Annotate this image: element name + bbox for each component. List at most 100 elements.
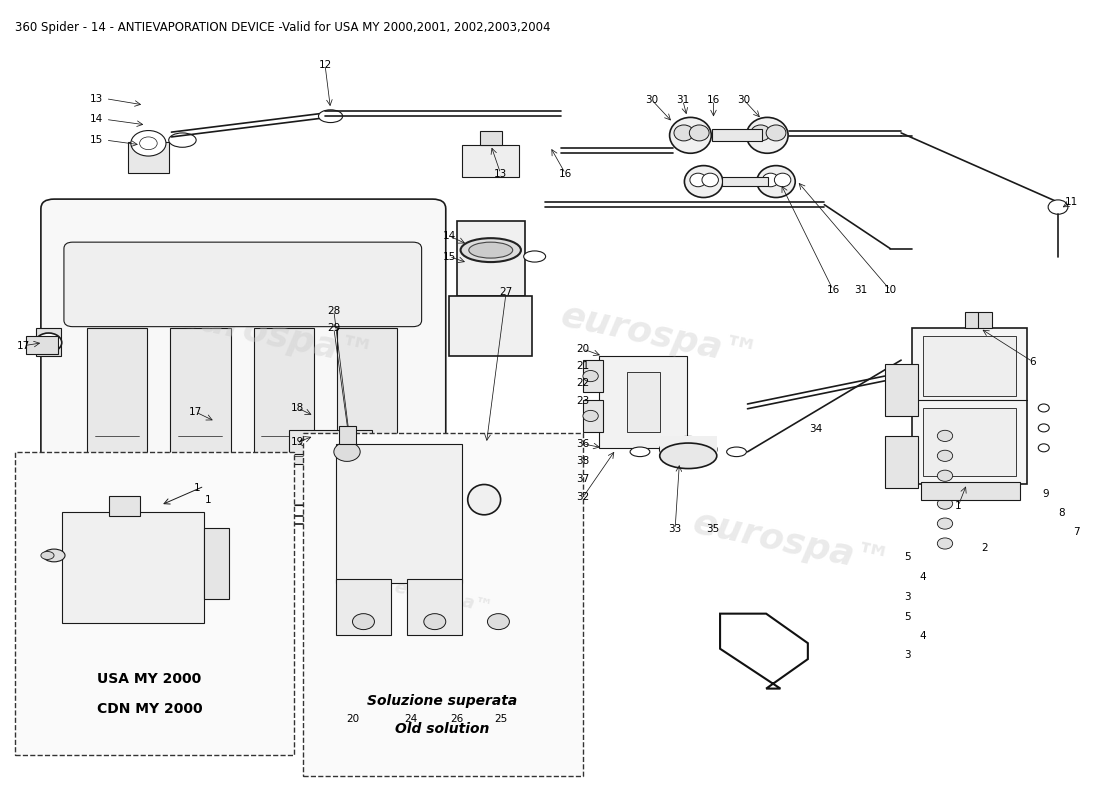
Text: 30: 30 xyxy=(738,95,751,106)
Ellipse shape xyxy=(324,438,337,446)
Text: 12: 12 xyxy=(318,60,332,70)
Circle shape xyxy=(583,370,598,382)
Bar xyxy=(407,579,462,635)
Text: 33: 33 xyxy=(669,524,682,534)
Ellipse shape xyxy=(630,447,650,457)
Text: Old solution: Old solution xyxy=(395,722,490,736)
FancyBboxPatch shape xyxy=(41,199,446,506)
Bar xyxy=(337,328,397,464)
Text: 19: 19 xyxy=(292,438,305,447)
Text: 8: 8 xyxy=(1058,508,1065,518)
Text: 15: 15 xyxy=(90,135,103,145)
Ellipse shape xyxy=(767,125,785,141)
Ellipse shape xyxy=(751,125,770,141)
Text: 7: 7 xyxy=(1074,527,1080,538)
Circle shape xyxy=(206,498,228,514)
Text: eurospa™: eurospa™ xyxy=(393,579,494,618)
Text: 28: 28 xyxy=(327,306,341,316)
Ellipse shape xyxy=(727,447,747,457)
Text: 31: 31 xyxy=(676,95,690,106)
Ellipse shape xyxy=(1038,424,1049,432)
Bar xyxy=(600,356,688,448)
Ellipse shape xyxy=(461,238,521,262)
Circle shape xyxy=(937,518,953,529)
Text: 16: 16 xyxy=(559,169,572,178)
Ellipse shape xyxy=(684,166,723,198)
FancyBboxPatch shape xyxy=(64,242,421,326)
Bar xyxy=(660,436,717,456)
Bar xyxy=(627,372,660,432)
Text: 32: 32 xyxy=(576,492,590,502)
Text: 5: 5 xyxy=(904,552,911,562)
Text: 38: 38 xyxy=(576,456,590,466)
Text: 30: 30 xyxy=(646,95,659,106)
Bar xyxy=(462,145,519,177)
Text: 13: 13 xyxy=(90,94,103,104)
Ellipse shape xyxy=(348,438,361,446)
Bar xyxy=(713,129,762,141)
Circle shape xyxy=(937,450,953,462)
Ellipse shape xyxy=(674,125,694,141)
Ellipse shape xyxy=(43,549,65,562)
Text: 10: 10 xyxy=(883,285,896,295)
Ellipse shape xyxy=(41,551,54,559)
Circle shape xyxy=(140,137,157,150)
Bar xyxy=(923,408,1016,476)
Ellipse shape xyxy=(762,173,779,186)
Circle shape xyxy=(937,498,953,510)
Text: 9: 9 xyxy=(1043,489,1049,499)
Circle shape xyxy=(333,442,360,462)
Text: 15: 15 xyxy=(442,251,455,262)
Bar xyxy=(87,328,147,464)
Text: 25: 25 xyxy=(494,714,507,724)
Text: 14: 14 xyxy=(442,230,455,241)
Bar xyxy=(36,328,60,356)
Circle shape xyxy=(35,333,62,352)
Text: 17: 17 xyxy=(189,407,202,417)
Bar xyxy=(583,400,603,432)
Text: 1: 1 xyxy=(194,482,200,493)
Bar xyxy=(339,426,355,444)
Circle shape xyxy=(487,614,509,630)
Text: 31: 31 xyxy=(854,285,867,295)
Text: 2: 2 xyxy=(981,543,988,554)
Text: Soluzione superata: Soluzione superata xyxy=(367,694,518,707)
Bar xyxy=(289,430,372,454)
Text: 17: 17 xyxy=(16,341,30,350)
Text: 360 Spider - 14 - ANTIEVAPORATION DEVICE -Valid for USA MY 2000,2001, 2002,2003,: 360 Spider - 14 - ANTIEVAPORATION DEVICE… xyxy=(14,22,550,34)
Circle shape xyxy=(583,410,598,422)
Ellipse shape xyxy=(670,118,712,154)
Ellipse shape xyxy=(469,242,513,258)
Text: 16: 16 xyxy=(707,95,721,106)
Text: 37: 37 xyxy=(576,474,590,484)
Ellipse shape xyxy=(524,251,546,262)
Text: 3: 3 xyxy=(904,592,911,602)
Ellipse shape xyxy=(702,173,718,186)
Text: 22: 22 xyxy=(576,378,590,388)
Circle shape xyxy=(937,430,953,442)
Bar xyxy=(14,452,295,754)
Ellipse shape xyxy=(319,110,342,122)
Bar xyxy=(109,496,140,515)
Ellipse shape xyxy=(660,443,717,469)
Ellipse shape xyxy=(774,173,791,186)
Bar xyxy=(723,177,768,186)
Text: 27: 27 xyxy=(499,287,513,298)
Bar xyxy=(965,312,992,328)
Circle shape xyxy=(937,538,953,549)
Bar xyxy=(921,482,1020,500)
Bar xyxy=(304,434,583,776)
Ellipse shape xyxy=(660,437,717,462)
Bar xyxy=(336,444,462,583)
Bar xyxy=(884,436,917,488)
Text: 16: 16 xyxy=(826,285,839,295)
Bar xyxy=(923,336,1016,396)
Bar xyxy=(456,221,525,296)
Text: 6: 6 xyxy=(1030,357,1036,366)
Text: eurospa™: eurospa™ xyxy=(690,506,893,581)
Text: 34: 34 xyxy=(808,424,822,434)
Text: 36: 36 xyxy=(576,439,590,449)
Text: 3: 3 xyxy=(904,650,911,660)
Text: 23: 23 xyxy=(576,396,590,406)
Ellipse shape xyxy=(300,438,313,446)
